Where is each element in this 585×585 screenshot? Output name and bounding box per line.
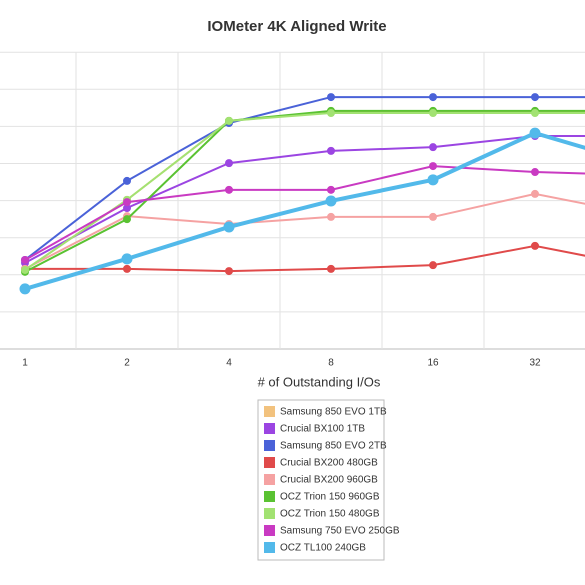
legend-swatch <box>264 542 275 553</box>
data-point <box>225 159 233 168</box>
data-point <box>225 116 233 125</box>
data-point <box>123 215 131 224</box>
data-point <box>327 185 335 194</box>
x-tick-label: 1 <box>22 358 28 369</box>
legend-label: Crucial BX200 480GB <box>280 458 378 469</box>
data-point <box>531 168 539 177</box>
legend-swatch <box>264 440 275 451</box>
chart-title: IOMeter 4K Aligned Write <box>207 18 386 35</box>
legend-label: Crucial BX200 960GB <box>280 475 378 486</box>
data-point <box>327 93 335 102</box>
legend-label: Samsung 850 EVO 2TB <box>280 441 387 452</box>
legend-label: Samsung 850 EVO 1TB <box>280 407 387 418</box>
series-line <box>24 110 585 271</box>
series-line <box>24 165 585 261</box>
data-point <box>327 264 335 273</box>
legend-box <box>257 399 385 561</box>
data-point <box>225 185 233 194</box>
x-tick-label: 2 <box>124 358 130 369</box>
data-point <box>121 253 133 265</box>
data-point <box>123 204 131 213</box>
legend-swatch <box>264 423 275 434</box>
legend-label: OCZ Trion 150 960GB <box>280 492 380 503</box>
legend-label: Crucial BX100 1TB <box>280 424 365 435</box>
data-point <box>429 109 437 118</box>
legend-swatch <box>264 508 275 519</box>
data-point <box>123 176 131 185</box>
legend-label: OCZ TL100 240GB <box>280 543 366 554</box>
data-point <box>223 221 235 233</box>
data-point <box>531 109 539 118</box>
data-point <box>327 212 335 221</box>
data-point <box>327 109 335 118</box>
x-tick-label: 32 <box>529 358 541 369</box>
data-point <box>123 198 131 207</box>
series-line <box>24 135 585 264</box>
legend-swatch <box>264 457 275 468</box>
data-point <box>531 241 539 250</box>
legend-swatch <box>264 525 275 536</box>
data-point <box>21 265 29 274</box>
data-point <box>19 283 31 295</box>
data-point <box>429 212 437 221</box>
legend-swatch <box>264 474 275 485</box>
series-line <box>24 109 585 273</box>
data-point <box>529 127 541 139</box>
data-point <box>427 174 439 186</box>
series-line <box>24 130 585 291</box>
series-line <box>24 96 585 261</box>
data-point <box>429 93 437 102</box>
data-point <box>429 143 437 152</box>
series-line <box>25 244 585 273</box>
data-point <box>429 261 437 270</box>
data-point <box>123 264 131 273</box>
legend-label: OCZ Trion 150 480GB <box>280 509 380 520</box>
x-tick-label: 8 <box>328 358 334 369</box>
x-axis-label: # of Outstanding I/Os <box>258 374 381 389</box>
x-tick-label: 16 <box>427 358 439 369</box>
data-point <box>531 189 539 198</box>
data-point <box>325 195 337 207</box>
data-point <box>225 267 233 276</box>
data-point <box>327 146 335 155</box>
legend-swatch <box>264 406 275 417</box>
series-line <box>24 192 585 270</box>
data-point <box>531 93 539 102</box>
legend-label: Samsung 750 EVO 250GB <box>280 526 400 537</box>
data-point <box>429 162 437 171</box>
x-tick-label: 4 <box>226 358 232 369</box>
series-line <box>24 112 585 271</box>
legend-swatch <box>264 491 275 502</box>
data-point <box>21 255 29 264</box>
